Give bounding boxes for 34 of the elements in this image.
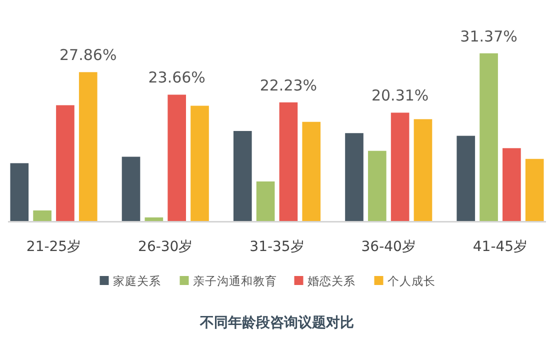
bar bbox=[302, 122, 321, 222]
bar bbox=[390, 112, 410, 222]
data-label: 23.66% bbox=[148, 68, 206, 87]
bar bbox=[368, 150, 386, 222]
bar bbox=[480, 53, 498, 222]
bar bbox=[502, 148, 521, 222]
data-label: 31.37% bbox=[460, 27, 518, 46]
bar bbox=[122, 156, 140, 222]
text: 不同年龄段咨询议题对比 bbox=[199, 314, 354, 331]
legend-label: 家庭关系 bbox=[112, 274, 161, 288]
legend-label: 个人成长 bbox=[387, 274, 436, 288]
x-tick-label: 41-45岁 bbox=[472, 239, 528, 255]
x-tick-label: 36-40岁 bbox=[361, 239, 416, 255]
bar bbox=[279, 102, 298, 222]
bar bbox=[10, 163, 29, 222]
bar bbox=[345, 133, 364, 222]
bar bbox=[525, 158, 544, 222]
bar bbox=[33, 210, 52, 222]
bar bbox=[190, 106, 209, 222]
legend-label: 亲子沟通和教育 bbox=[192, 274, 277, 288]
data-label: 20.31% bbox=[371, 86, 429, 105]
legend-label: 婚恋关系 bbox=[307, 274, 356, 288]
bar bbox=[456, 136, 476, 222]
data-label: 22.23% bbox=[260, 76, 318, 94]
bar bbox=[256, 181, 275, 222]
bar bbox=[168, 94, 186, 222]
x-tick-label: 21-25岁 bbox=[26, 239, 82, 255]
x-tick-label: 26-30岁 bbox=[138, 239, 193, 255]
x-tick-label: 31-35岁 bbox=[250, 239, 304, 255]
bar bbox=[56, 105, 74, 222]
bar bbox=[78, 72, 98, 222]
bar bbox=[414, 119, 432, 222]
data-label: 27.86% bbox=[60, 46, 117, 64]
bar bbox=[233, 130, 252, 222]
